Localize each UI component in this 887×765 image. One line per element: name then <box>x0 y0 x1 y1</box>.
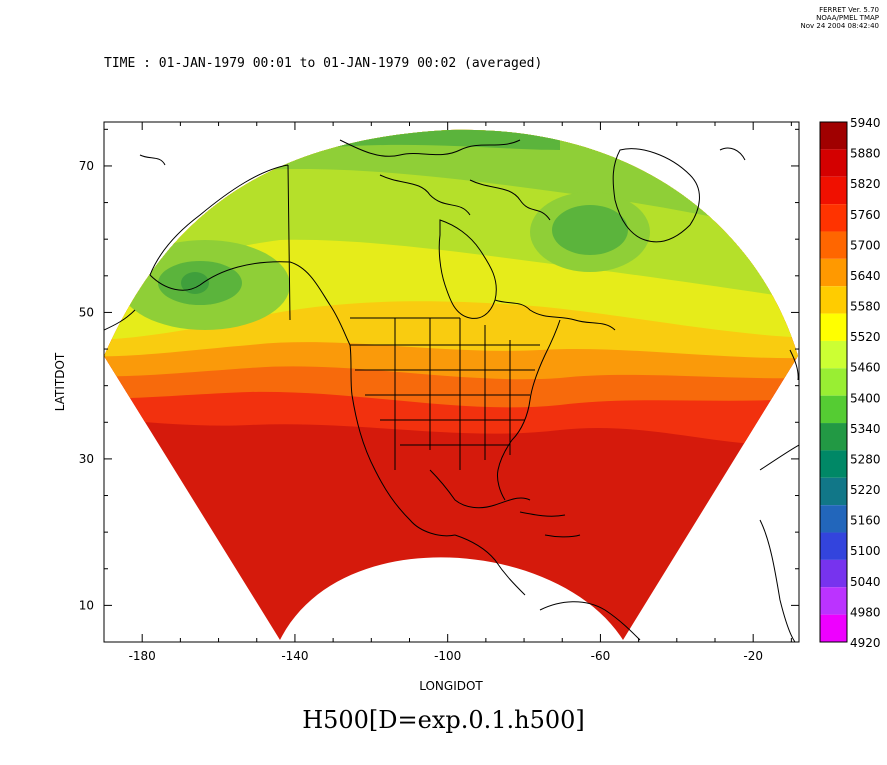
y-tick-label: 30 <box>79 452 94 466</box>
axis-tick-labels: -180 -140 -100 -60 -20 10 30 50 70 <box>79 159 763 663</box>
colorbar-level-label: 4980 <box>850 605 881 619</box>
colorbar-swatch <box>820 368 847 396</box>
colorbar-level-label: 5460 <box>850 361 881 375</box>
contour-fill <box>104 129 798 640</box>
colorbar-level-label: 4920 <box>850 636 881 650</box>
ferret-credits: FERRET Ver. 5.70 NOAA/PMEL TMAP Nov 24 2… <box>699 6 880 30</box>
colorbar-swatch <box>820 477 847 506</box>
colorbar-swatch <box>820 505 847 533</box>
colorbar-level-label: 5100 <box>850 544 881 558</box>
colorbar-level-label: 5400 <box>850 391 881 405</box>
colorbar-level-label: 5040 <box>850 575 881 589</box>
map-plot: -180 -140 -100 -60 -20 10 30 50 70 LONGIDOT LATI… <box>53 116 881 693</box>
y-tick-label: 10 <box>79 598 94 612</box>
colorbar-level-label: 5880 <box>850 147 881 161</box>
colorbar-swatch <box>820 204 847 232</box>
credit-version: FERRET Ver. 5.70 <box>819 6 879 14</box>
band-5340-baffin-low <box>552 205 628 255</box>
colorbar-swatch <box>820 286 847 314</box>
x-tick-label: -100 <box>434 649 461 663</box>
x-tick-label: -20 <box>743 649 763 663</box>
colorbar-swatch <box>820 149 847 177</box>
x-tick-label: -180 <box>129 649 156 663</box>
colorbar-frame <box>819 121 848 643</box>
plot-frame <box>103 121 800 643</box>
colorbar-swatch <box>820 423 847 451</box>
colorbar-level-label: 5340 <box>850 422 881 436</box>
colorbar-level-label: 5820 <box>850 177 881 191</box>
colorbar-swatch <box>820 532 847 560</box>
colorbar-swatch <box>820 614 847 642</box>
colorbar-level-label: 5760 <box>850 208 881 222</box>
y-tick-label: 70 <box>79 159 94 173</box>
colorbar-level-label: 5520 <box>850 330 881 344</box>
colorbar-swatch <box>820 450 847 478</box>
y-axis-label: LATITDOT <box>53 352 67 411</box>
colorbar-swatch <box>820 340 847 369</box>
colorbar-level-label: 5700 <box>850 238 881 252</box>
colorbar-swatch <box>820 258 847 287</box>
y-tick-label: 50 <box>79 305 94 319</box>
axis-ticks <box>104 122 799 642</box>
colorbar-swatch <box>820 231 847 259</box>
colorbar-level-label: 5640 <box>850 269 881 283</box>
colorbar-swatch <box>820 313 847 341</box>
colorbar: 5940 5880 5820 5760 5700 5640 5580 5520 5460 5400… <box>819 116 881 650</box>
band-5340-north <box>250 129 560 150</box>
colorbar-swatch <box>820 176 847 205</box>
coastlines <box>104 139 799 642</box>
credit-date: Nov 24 2004 08:42:40 <box>800 22 880 30</box>
colorbar-swatch <box>820 559 847 588</box>
colorbar-swatch <box>820 587 847 615</box>
x-tick-label: -140 <box>281 649 308 663</box>
colorbar-swatch <box>820 395 847 424</box>
colorbar-swatch <box>820 122 847 150</box>
main-title: H500[D=exp.0.1.h500] <box>302 706 585 734</box>
colorbar-level-label: 5160 <box>850 514 881 528</box>
x-tick-label: -60 <box>591 649 611 663</box>
colorbar-level-label: 5580 <box>850 300 881 314</box>
band-5280-alaska-low <box>181 272 209 294</box>
colorbar-level-label: 5280 <box>850 452 881 466</box>
credit-org: NOAA/PMEL TMAP <box>816 14 879 22</box>
colorbar-level-label: 5940 <box>850 116 881 130</box>
x-axis-label: LONGIDOT <box>419 679 483 693</box>
colorbar-level-label: 5220 <box>850 483 881 497</box>
time-label: TIME : 01-JAN-1979 00:01 to 01-JAN-1979 … <box>104 56 543 71</box>
